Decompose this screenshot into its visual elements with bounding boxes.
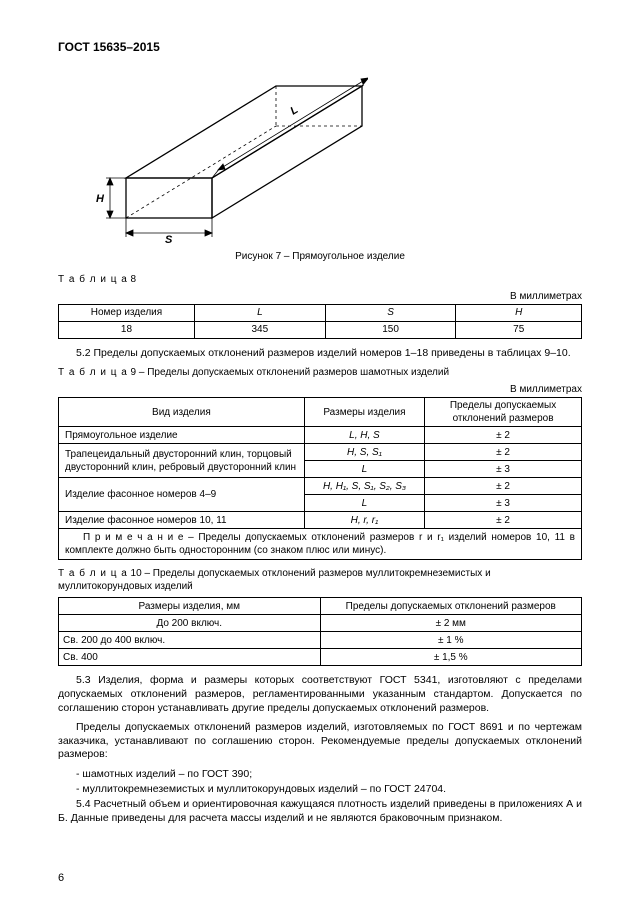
page: ГОСТ 15635–2015 <box>0 0 630 913</box>
table-cell: ± 1 % <box>320 632 582 649</box>
dim-label-L: L <box>288 103 300 117</box>
table-cell: Изделие фасонное номеров 4–9 <box>59 478 305 512</box>
page-number: 6 <box>58 871 64 885</box>
table-header: Вид изделия <box>59 398 305 427</box>
dim-label-H: H <box>96 193 105 205</box>
table-row: Номер изделия L S H <box>59 304 582 321</box>
table-9: Вид изделия Размеры изделия Пределы допу… <box>58 397 582 560</box>
doc-header: ГОСТ 15635–2015 <box>58 40 582 56</box>
list-item: - шамотных изделий – по ГОСТ 390; <box>58 768 582 782</box>
table-cell: До 200 включ. <box>59 615 321 632</box>
table-cell: ± 1,5 % <box>320 649 582 666</box>
table-cell: H, S, S₁ <box>304 444 424 461</box>
table-cell: H, H₁, S, S₁, S₂, S₃ <box>304 478 424 495</box>
table-row: До 200 включ. ± 2 мм <box>59 615 582 632</box>
para-5-4: 5.4 Расчетный объем и ориентировочная ка… <box>58 798 582 825</box>
para-5-3b: Пределы допускаемых отклонений размеров … <box>58 721 582 762</box>
table-note-row: П р и м е ч а н и е – Пределы допускаемы… <box>59 529 582 560</box>
table10-title: Т а б л и ц а 10 – Пределы допускаемых о… <box>58 568 582 593</box>
table-cell: 150 <box>325 321 456 338</box>
prism-diagram: L H S <box>88 68 368 243</box>
table-cell: Трапецеидальный двусторонний клин, торцо… <box>59 444 305 478</box>
table-cell: Прямоугольное изделие <box>59 427 305 444</box>
table-cell: ± 2 <box>425 512 582 529</box>
table-row: Вид изделия Размеры изделия Пределы допу… <box>59 398 582 427</box>
list-item: - муллитокремнеземистых и муллитокорундо… <box>58 783 582 797</box>
figure-7: L H S <box>58 68 582 246</box>
table-row: Св. 200 до 400 включ. ± 1 % <box>59 632 582 649</box>
table-header: S <box>325 304 456 321</box>
table-note: П р и м е ч а н и е – Пределы допускаемы… <box>59 529 582 560</box>
table8-units: В миллиметрах <box>58 290 582 303</box>
table-cell: ± 2 мм <box>320 615 582 632</box>
para-5-3a: 5.3 Изделия, форма и размеры которых соо… <box>58 674 582 715</box>
table-cell: 345 <box>194 321 325 338</box>
table-row: Изделие фасонное номеров 10, 11 H, r, r₁… <box>59 512 582 529</box>
table8-title: Т а б л и ц а 8 <box>58 273 582 286</box>
table-8: Номер изделия L S H 18 345 150 75 <box>58 304 582 339</box>
table-cell: ± 2 <box>425 478 582 495</box>
table-row: 18 345 150 75 <box>59 321 582 338</box>
table-header: Пределы допускаемых отклонений размеров <box>425 398 582 427</box>
table-header: Номер изделия <box>59 304 195 321</box>
table-row: Трапецеидальный двусторонний клин, торцо… <box>59 444 582 461</box>
table-cell: L <box>304 495 424 512</box>
table-header: L <box>194 304 325 321</box>
table-cell: L <box>304 461 424 478</box>
table-header: Размеры изделия <box>304 398 424 427</box>
table-row: Прямоугольное изделие L, H, S ± 2 <box>59 427 582 444</box>
table-row: Изделие фасонное номеров 4–9 H, H₁, S, S… <box>59 478 582 495</box>
table-cell: Св. 400 <box>59 649 321 666</box>
table-cell: ± 2 <box>425 427 582 444</box>
table-row: Св. 400 ± 1,5 % <box>59 649 582 666</box>
table-header: Пределы допускаемых отклонений размеров <box>320 598 582 615</box>
table-10: Размеры изделия, мм Пределы допускаемых … <box>58 597 582 666</box>
table-cell: ± 3 <box>425 495 582 512</box>
table-header: H <box>456 304 582 321</box>
figure-caption: Рисунок 7 – Прямоугольное изделие <box>58 250 582 263</box>
table-cell: ± 2 <box>425 444 582 461</box>
table-header: Размеры изделия, мм <box>59 598 321 615</box>
table-cell: 18 <box>59 321 195 338</box>
table9-units: В миллиметрах <box>58 383 582 396</box>
para-5-2: 5.2 Пределы допускаемых отклонений разме… <box>58 347 582 361</box>
dim-label-S: S <box>165 234 173 243</box>
table9-title: Т а б л и ц а 9 – Пределы допускаемых от… <box>58 366 582 379</box>
table-cell: 75 <box>456 321 582 338</box>
table-cell: ± 3 <box>425 461 582 478</box>
table-cell: H, r, r₁ <box>304 512 424 529</box>
table-cell: Изделие фасонное номеров 10, 11 <box>59 512 305 529</box>
table-cell: Св. 200 до 400 включ. <box>59 632 321 649</box>
table-row: Размеры изделия, мм Пределы допускаемых … <box>59 598 582 615</box>
table-cell: L, H, S <box>304 427 424 444</box>
